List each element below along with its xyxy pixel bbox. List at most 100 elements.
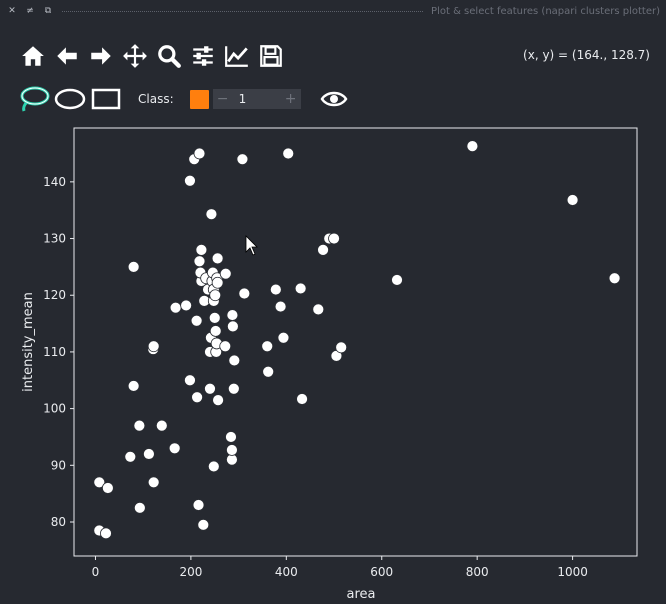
scatter-point[interactable]: [209, 289, 222, 302]
close-icon[interactable]: ✕: [8, 6, 16, 16]
scatter-point[interactable]: [101, 482, 114, 494]
scatter-point[interactable]: [226, 309, 239, 321]
ellipse-icon: [54, 88, 86, 110]
scatter-point[interactable]: [225, 431, 237, 443]
scatter-point[interactable]: [193, 147, 206, 160]
scatter-point[interactable]: [236, 153, 249, 166]
scatter-point[interactable]: [219, 267, 232, 280]
class-increment-button[interactable]: +: [284, 91, 297, 107]
scatter-point[interactable]: [191, 391, 203, 404]
scatter-point[interactable]: [208, 312, 221, 324]
scatter-point[interactable]: [262, 365, 275, 378]
x-tick-label: 0: [92, 565, 100, 579]
class-spinbox[interactable]: − 1 +: [212, 89, 301, 109]
configure-subplots-icon: [193, 46, 213, 66]
scatter-point[interactable]: [226, 444, 238, 456]
y-tick-label: 100: [43, 402, 66, 416]
rectangle-tool-button[interactable]: [88, 84, 124, 114]
class-label: Class:: [138, 92, 174, 106]
save-button[interactable]: [254, 40, 288, 72]
scatter-point[interactable]: [466, 140, 479, 153]
scatter-point[interactable]: [274, 300, 287, 313]
y-tick-label: 130: [43, 232, 66, 246]
scatter-point[interactable]: [192, 499, 205, 511]
class-color-swatch: [189, 89, 209, 109]
scatter-point[interactable]: [133, 501, 146, 514]
configure-subplots-button[interactable]: [186, 40, 220, 72]
scatter-point[interactable]: [212, 394, 224, 407]
save-icon: [260, 45, 282, 67]
pan-button[interactable]: [118, 40, 152, 72]
scatter-point[interactable]: [328, 232, 340, 245]
scatter-point[interactable]: [168, 442, 181, 455]
y-tick-label: 90: [51, 458, 66, 472]
scatter-point[interactable]: [193, 255, 206, 268]
title-bar: ✕ ≠ ⧉ Plot & select features (napari clu…: [0, 0, 666, 22]
scatter-point[interactable]: [228, 354, 241, 367]
scatter-point[interactable]: [238, 287, 251, 300]
scatter-point[interactable]: [197, 518, 210, 531]
class-value[interactable]: 1: [238, 92, 247, 106]
ellipse-tool-button[interactable]: [52, 84, 88, 114]
plot-area[interactable]: [73, 127, 638, 557]
scatter-point[interactable]: [100, 527, 112, 540]
scatter-point[interactable]: [211, 252, 224, 265]
lasso-icon: [20, 86, 50, 112]
scatter-point[interactable]: [277, 331, 290, 344]
zoom-button[interactable]: [152, 40, 186, 72]
scatter-point[interactable]: [317, 243, 329, 256]
scatter-point[interactable]: [124, 450, 137, 463]
scatter-point[interactable]: [155, 419, 168, 432]
scatter-point[interactable]: [608, 272, 621, 285]
scatter-point[interactable]: [147, 340, 160, 353]
rectangle-icon: [91, 88, 121, 110]
scatter-point[interactable]: [312, 303, 325, 316]
scatter-point[interactable]: [335, 341, 348, 354]
scatter-point[interactable]: [184, 174, 196, 187]
scatter-point[interactable]: [209, 325, 222, 337]
scatter-point[interactable]: [147, 476, 160, 489]
scatter-point[interactable]: [219, 340, 232, 353]
scatter-point[interactable]: [294, 282, 307, 295]
scatter-point[interactable]: [205, 208, 218, 221]
scatter-point[interactable]: [261, 340, 274, 353]
float-icon[interactable]: ⧉: [44, 6, 52, 16]
y-axis-label: intensity_mean: [21, 292, 36, 392]
cursor-coordinates: (x, y) = (164., 128.7): [523, 48, 650, 62]
scatter-point[interactable]: [204, 382, 216, 395]
scatter-point[interactable]: [143, 448, 155, 460]
scatter-point[interactable]: [169, 301, 182, 314]
scatter-point[interactable]: [127, 260, 140, 273]
scatter-point[interactable]: [133, 419, 146, 432]
class-decrement-button[interactable]: −: [216, 91, 229, 107]
x-axis-label: area: [347, 587, 376, 602]
y-tick-label: 120: [43, 288, 66, 302]
scatter-point[interactable]: [269, 283, 282, 296]
scatter-point[interactable]: [180, 299, 193, 312]
home-icon: [22, 46, 44, 66]
scatter-point[interactable]: [184, 374, 196, 387]
scatter-point[interactable]: [296, 393, 308, 405]
forward-button[interactable]: [84, 40, 118, 72]
scatter-point[interactable]: [211, 276, 224, 289]
unpin-icon[interactable]: ≠: [26, 6, 34, 16]
window-title: Plot & select features (napari clusters …: [431, 5, 660, 17]
scatter-point[interactable]: [391, 274, 403, 286]
x-tick-label: 600: [370, 565, 393, 579]
selection-toolbar: Class: − 1 +: [16, 84, 351, 114]
back-button[interactable]: [50, 40, 84, 72]
scatter-point[interactable]: [190, 314, 203, 327]
toggle-visibility-button[interactable]: [317, 84, 351, 114]
scatter-point[interactable]: [195, 243, 208, 256]
scatter-point[interactable]: [226, 320, 239, 333]
scatter-point[interactable]: [227, 382, 240, 395]
scatter-point[interactable]: [93, 476, 106, 489]
home-button[interactable]: [16, 40, 50, 72]
lasso-tool-button[interactable]: [16, 84, 52, 114]
scatter-point[interactable]: [282, 147, 295, 160]
edit-axis-button[interactable]: [220, 40, 254, 72]
scatter-point[interactable]: [127, 380, 140, 392]
scatter-point[interactable]: [207, 460, 220, 473]
scatter-point[interactable]: [566, 194, 579, 206]
